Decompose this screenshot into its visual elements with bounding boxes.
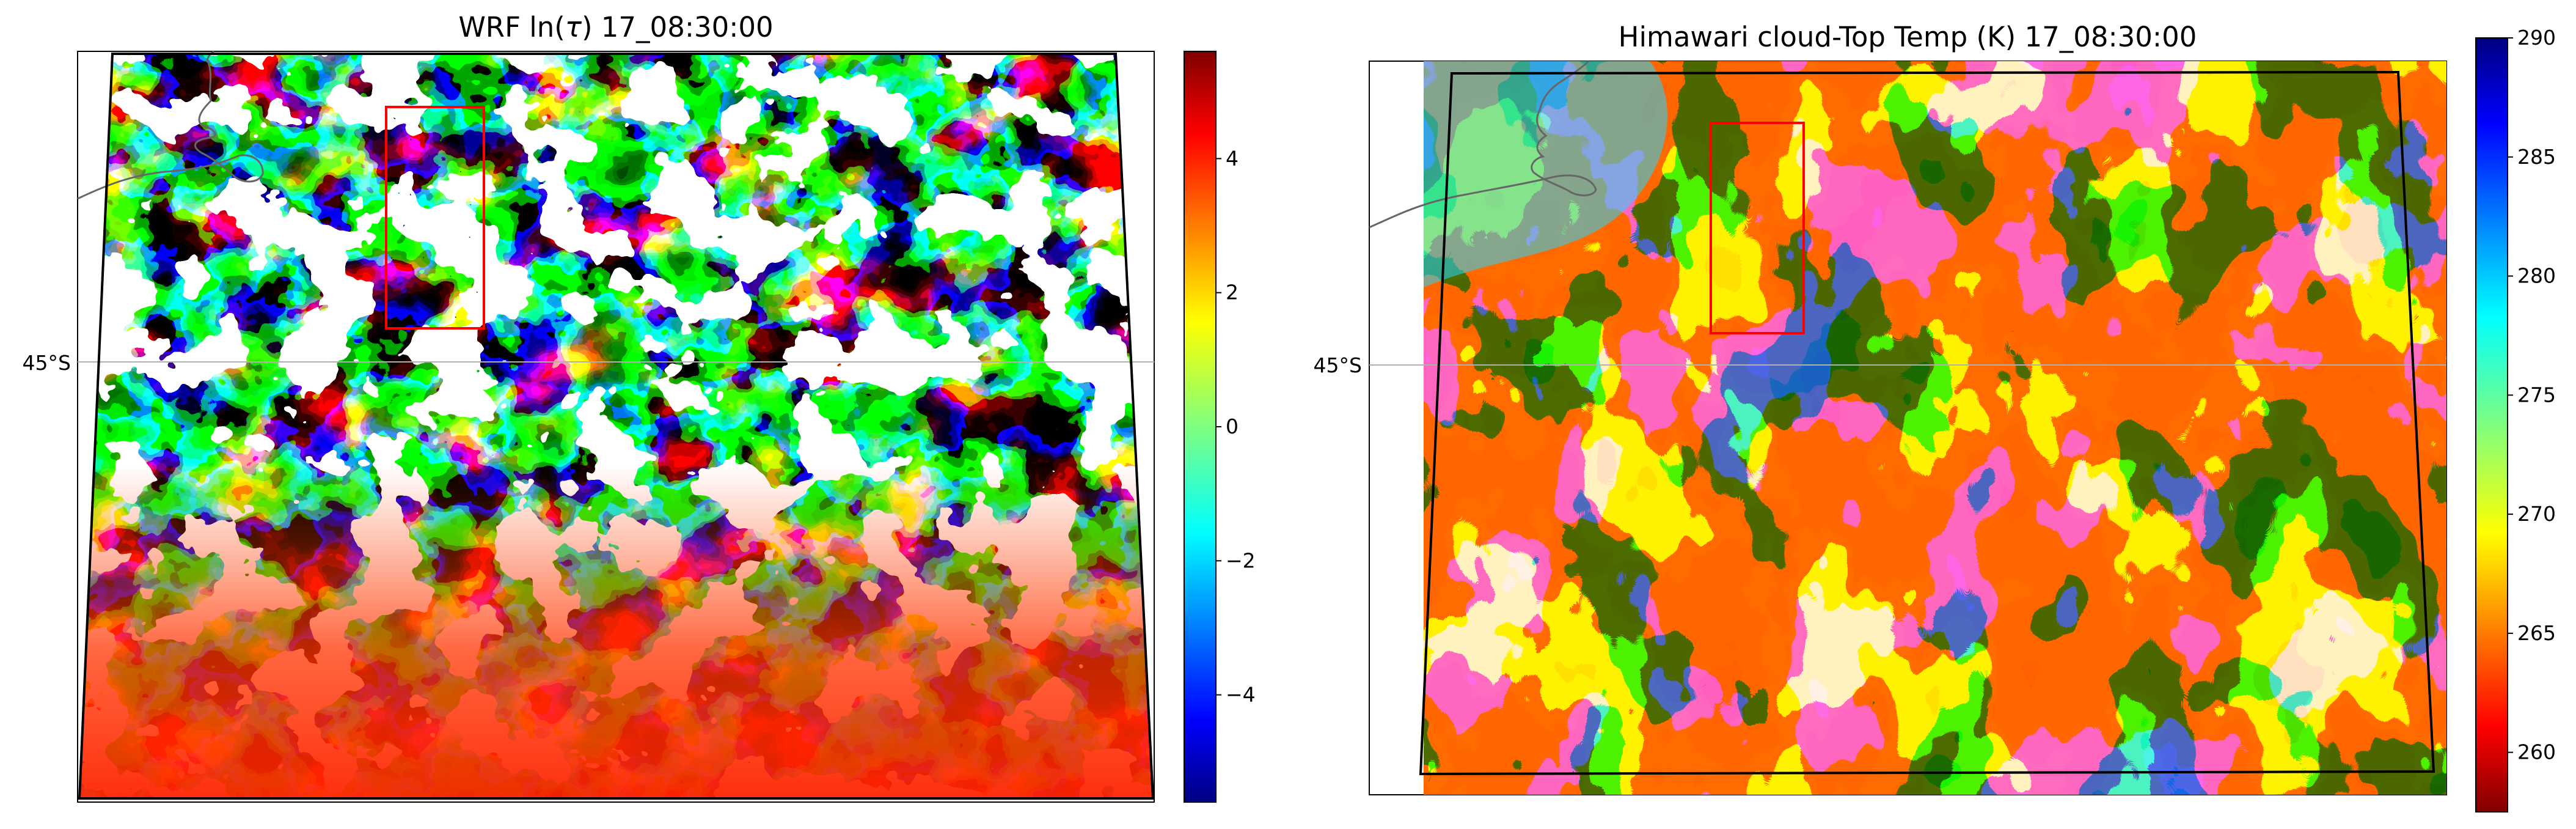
left-panel: WRF ln(τ) 17_08:30:00 45°S −4 −2 0 2 4 [23, 11, 1256, 803]
left-colorbar-tick-label: −2 [1226, 548, 1256, 572]
left-colorbar-tick-label: 0 [1226, 415, 1239, 438]
right-colorbar-tick-label: 290 [2517, 26, 2556, 50]
left-colorbar-tick-label: −4 [1226, 683, 1256, 707]
left-axes-frame [77, 51, 1155, 803]
right-northwest-warm-region [1424, 61, 1667, 287]
left-heatmap-field [79, 54, 1153, 798]
right-coastline [1369, 60, 1597, 229]
right-colorbar-tick-label: 265 [2517, 621, 2556, 645]
right-colorbar-tick-label: 280 [2517, 264, 2556, 288]
right-highlight-box [1710, 122, 1805, 334]
left-panel-title: WRF ln(τ) 17_08:30:00 [458, 11, 773, 43]
left-coastline [77, 50, 264, 200]
right-latitude-label: 45°S [1314, 353, 1362, 377]
left-latitude-label: 45°S [23, 351, 71, 375]
right-colorbar-ramp [2475, 37, 2508, 812]
right-panel: Himawari cloud-Top Temp (K) 17_08:30:00 … [1314, 21, 2556, 812]
right-colorbar: 260 265 270 275 280 285 290 [2475, 26, 2556, 812]
left-colorbar-ramp [1184, 51, 1217, 803]
left-domain-outline [78, 53, 1155, 800]
left-southern-dense-cloud [79, 54, 1153, 798]
right-colorbar-tick-label: 275 [2517, 383, 2556, 407]
right-colorbar-tick-label: 260 [2517, 740, 2556, 764]
left-colorbar-ticks: −4 −2 0 2 4 [1216, 146, 1256, 707]
right-panel-title: Himawari cloud-Top Temp (K) 17_08:30:00 [1619, 21, 2197, 53]
left-colorbar-tick-label: 4 [1226, 146, 1239, 170]
left-colorbar: −4 −2 0 2 4 [1184, 51, 1256, 803]
right-heatmap-field [1424, 61, 2446, 795]
left-colorbar-tick-label: 2 [1226, 281, 1239, 304]
right-domain-outline [1419, 70, 2435, 776]
right-colorbar-ticks: 260 265 270 275 280 285 290 [2508, 26, 2556, 764]
left-low-optical-depth-speckle [385, 107, 486, 327]
left-highlight-box [385, 106, 485, 330]
right-colorbar-tick-label: 270 [2517, 502, 2556, 526]
right-colorbar-tick-label: 285 [2517, 145, 2556, 169]
